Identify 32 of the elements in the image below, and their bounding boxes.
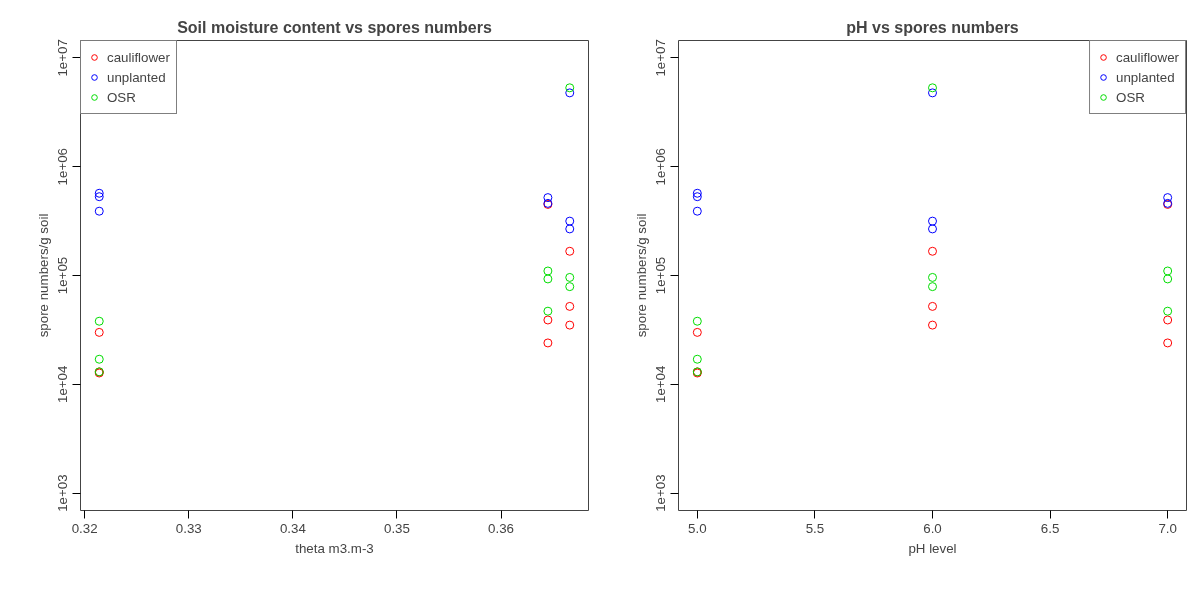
y-tick-label: 1e+04 bbox=[55, 365, 71, 404]
legend-label: unplanted bbox=[1116, 69, 1175, 85]
x-tick-label: 0.32 bbox=[71, 520, 98, 536]
legend-label: cauliflower bbox=[107, 49, 170, 65]
chart-title: pH vs spores numbers bbox=[846, 18, 1019, 36]
x-axis-title: pH level bbox=[908, 540, 957, 556]
x-tick-label: 0.34 bbox=[279, 520, 307, 536]
x-tick-label: 7.0 bbox=[1158, 520, 1177, 536]
y-axis-title: spore numbers/g soil bbox=[633, 213, 649, 338]
legend-label: OSR bbox=[1116, 89, 1145, 105]
x-tick-label: 0.33 bbox=[175, 520, 202, 536]
y-tick-label: 1e+07 bbox=[55, 39, 71, 77]
x-tick-label: 5.0 bbox=[688, 520, 707, 536]
x-tick-label: 6.0 bbox=[923, 520, 942, 536]
legend-label: cauliflower bbox=[1116, 49, 1179, 65]
y-tick-label: 1e+05 bbox=[55, 256, 71, 295]
y-tick-label: 1e+05 bbox=[653, 256, 669, 295]
y-tick-label: 1e+04 bbox=[653, 365, 669, 404]
x-axis-title: theta m3.m-3 bbox=[295, 540, 374, 556]
x-tick-label: 0.35 bbox=[383, 520, 410, 536]
y-tick-label: 1e+06 bbox=[653, 147, 669, 186]
x-tick-label: 6.5 bbox=[1040, 520, 1060, 536]
chart-title: Soil moisture content vs spores numbers bbox=[177, 18, 492, 36]
legend-label: OSR bbox=[107, 89, 136, 105]
y-axis-title: spore numbers/g soil bbox=[35, 213, 51, 338]
x-tick-label: 5.5 bbox=[805, 520, 825, 536]
y-tick-label: 1e+03 bbox=[55, 474, 71, 512]
y-tick-label: 1e+03 bbox=[653, 474, 669, 512]
y-tick-label: 1e+06 bbox=[55, 147, 71, 186]
legend-label: unplanted bbox=[107, 69, 166, 85]
x-tick-label: 0.36 bbox=[488, 520, 515, 536]
y-tick-label: 1e+07 bbox=[653, 39, 669, 77]
